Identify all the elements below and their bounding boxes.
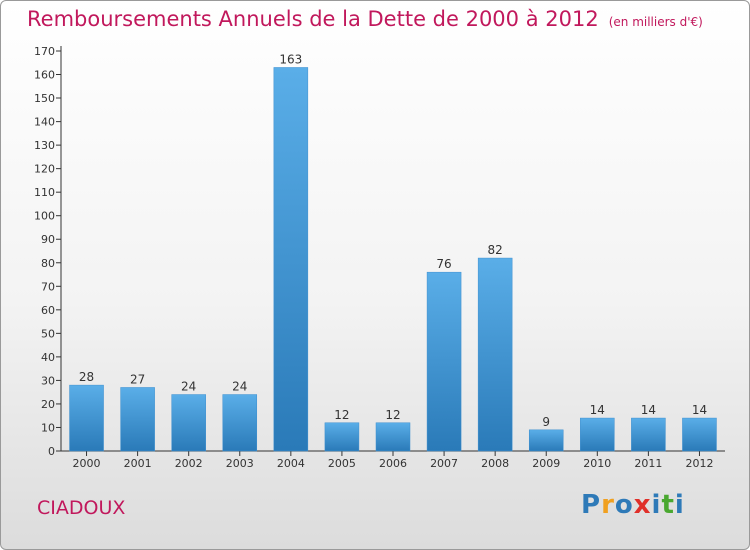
bar-2004	[273, 67, 309, 452]
data-label-2010: 14	[590, 403, 605, 417]
data-label-2007: 76	[436, 257, 451, 271]
y-tick-label: 20	[41, 398, 55, 411]
chart-title-text: Remboursements Annuels de la Dette de 20…	[27, 7, 599, 31]
data-label-2004: 163	[279, 52, 302, 66]
bar-2001	[120, 387, 155, 452]
data-label-2012: 14	[692, 403, 707, 417]
bar-2000	[69, 384, 104, 452]
bar-2010	[580, 417, 615, 452]
y-tick-label: 140	[34, 116, 55, 129]
chart-title: Remboursements Annuels de la Dette de 20…	[27, 7, 703, 31]
y-tick-label: 60	[41, 304, 55, 317]
x-tick-label-2007: 2007	[430, 457, 458, 470]
x-tick-label-2010: 2010	[583, 457, 611, 470]
x-tick-label-2012: 2012	[685, 457, 713, 470]
bar-2007	[426, 271, 462, 452]
chart-labels: 28 2000 27 2001 24 2002 24 2003 163 2004 12 2005 12 2…	[73, 52, 714, 470]
y-tick-label: 10	[41, 421, 55, 434]
y-tick-label: 70	[41, 280, 55, 293]
data-label-2008: 82	[488, 243, 503, 257]
data-label-2011: 14	[641, 403, 656, 417]
y-tick-label: 90	[41, 233, 55, 246]
bar-2012	[682, 417, 717, 452]
bar-2005	[324, 422, 360, 452]
proxiti-logo: Proxiti	[581, 490, 685, 520]
data-label-2001: 27	[130, 372, 145, 386]
bar-2006	[375, 422, 411, 452]
data-label-2006: 12	[385, 408, 400, 422]
y-tick-label: 150	[34, 92, 55, 105]
data-label-2005: 12	[334, 408, 349, 422]
bar-2002	[171, 394, 206, 452]
data-label-2000: 28	[79, 370, 94, 384]
y-tick-label: 120	[34, 163, 55, 176]
bar-2009	[528, 429, 564, 452]
y-tick-label: 160	[34, 69, 55, 82]
x-tick-label-2002: 2002	[175, 457, 203, 470]
x-tick-label-2011: 2011	[634, 457, 662, 470]
y-tick-label: 0	[48, 445, 55, 458]
data-label-2002: 24	[181, 380, 196, 394]
y-tick-label: 130	[34, 139, 55, 152]
bar-2003	[222, 394, 258, 452]
x-tick-label-2009: 2009	[532, 457, 560, 470]
y-tick-label: 170	[34, 45, 55, 58]
chart-axes: 0 10 20 30 40 50 60 70 80 90 100 110 120 130 140 150 160…	[34, 45, 725, 458]
chart-bars	[69, 67, 717, 452]
data-label-2003: 24	[232, 380, 247, 394]
commune-name: CIADOUX	[37, 497, 126, 519]
bar-2011	[631, 417, 666, 452]
data-label-2009: 9	[542, 415, 550, 429]
y-tick-label: 30	[41, 374, 55, 387]
x-tick-label-2000: 2000	[73, 457, 101, 470]
y-tick-label: 80	[41, 257, 55, 270]
y-tick-label: 40	[41, 351, 55, 364]
y-tick-label: 100	[34, 210, 55, 223]
x-tick-label-2006: 2006	[379, 457, 407, 470]
bar-2008	[477, 257, 513, 452]
chart-unit-label: (en milliers d'€)	[608, 15, 703, 29]
x-tick-label-2005: 2005	[328, 457, 356, 470]
y-tick-label: 110	[34, 186, 55, 199]
x-tick-label-2003: 2003	[226, 457, 254, 470]
x-tick-label-2001: 2001	[124, 457, 152, 470]
y-tick-label: 50	[41, 327, 55, 340]
x-tick-label-2008: 2008	[481, 457, 509, 470]
x-tick-label-2004: 2004	[277, 457, 305, 470]
